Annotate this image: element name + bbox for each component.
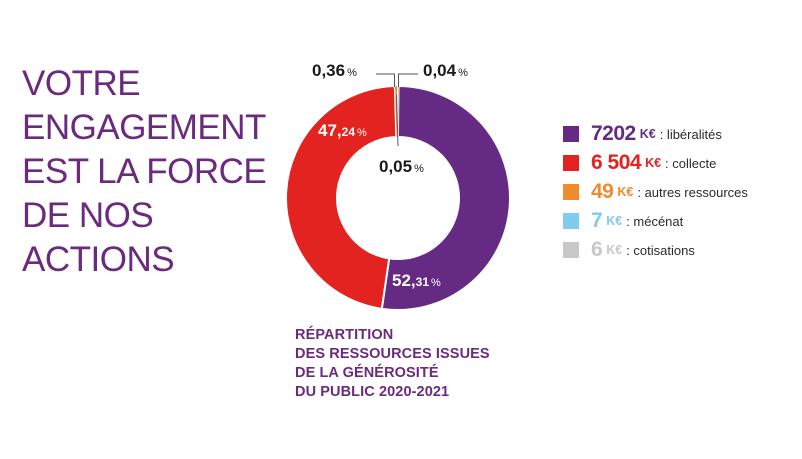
slice-collecte (285, 85, 398, 310)
headline: VOTRE ENGAGEMENT EST LA FORCE DE NOS ACT… (22, 62, 272, 282)
caption-line: RÉPARTITION (295, 327, 394, 343)
legend-value: 6 504 (591, 151, 642, 174)
legend-item-mecenat: 7 K€ : mécénat (563, 209, 748, 233)
legend-value: 7 (591, 209, 603, 232)
caption-line: DE LA GÉNÉROSITÉ (295, 365, 439, 381)
caption-line: DES RESSOURCES ISSUES (295, 346, 490, 362)
legend-item-autres-ressources: 49 K€ : autres ressources (563, 180, 748, 204)
legend-unit: K€ (606, 214, 623, 228)
leader-line-cotisations (398, 73, 418, 87)
chart-caption: RÉPARTITION DES RESSOURCES ISSUES DE LA … (295, 326, 535, 402)
headline-line: EST LA FORCE (22, 152, 267, 191)
caption-line: DU PUBLIC 2020-2021 (295, 384, 450, 400)
legend-label: : libéralités (659, 126, 722, 142)
legend-unit: K€ (645, 156, 662, 170)
leader-line-autres (376, 73, 395, 87)
legend-item-collecte: 6 504 K€ : collecte (563, 151, 748, 175)
legend-unit: K€ (606, 243, 623, 257)
label-liberalites: 52,31% (392, 271, 441, 290)
legend-unit: K€ (617, 185, 634, 199)
legend-label: : cotisations (626, 242, 695, 258)
legend-item-cotisations: 6 K€ : cotisations (563, 238, 748, 262)
legend-swatch (563, 184, 579, 200)
leader-line-mecenat (396, 94, 399, 147)
legend-value: 7202 (591, 122, 636, 145)
label-collecte: 47,24% (318, 121, 367, 140)
label-cotisations: 0,04% (423, 61, 468, 80)
legend-swatch (563, 242, 579, 258)
legend-value: 49 (591, 180, 614, 203)
legend-label: : autres ressources (637, 184, 748, 200)
label-autres-ressources: 0,36% (312, 61, 357, 80)
headline-line: ACTIONS (22, 240, 175, 279)
headline-line: ENGAGEMENT (22, 108, 266, 147)
legend-label: : collecte (665, 155, 717, 171)
headline-line: DE NOS (22, 196, 154, 235)
donut-slices (285, 84, 511, 311)
leader-lines (376, 73, 418, 147)
label-mecenat: 0,05% (379, 157, 424, 176)
chart-legend: 7202 K€ : libéralités 6 504 K€ : collect… (563, 122, 748, 267)
headline-line: VOTRE (22, 64, 141, 103)
legend-swatch (563, 155, 579, 171)
legend-label: : mécénat (626, 213, 684, 229)
legend-swatch (563, 213, 579, 229)
legend-value: 6 (591, 238, 603, 261)
slice-liberalites (380, 84, 511, 311)
legend-swatch (563, 126, 579, 142)
legend-item-liberalites: 7202 K€ : libéralités (563, 122, 748, 146)
legend-unit: K€ (639, 127, 656, 141)
